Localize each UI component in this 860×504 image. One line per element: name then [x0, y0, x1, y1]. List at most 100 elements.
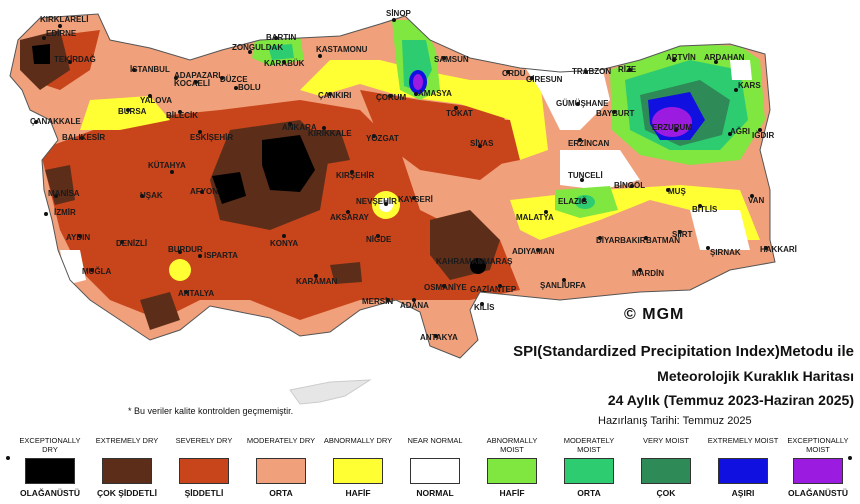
city-aydin: AYDIN: [66, 233, 90, 242]
legend-item: VERY MOIST ÇOK: [630, 436, 702, 498]
mgm-logo: © MGM: [624, 306, 685, 323]
legend-item: EXTREMELY DRY ÇOK ŞİDDETLİ: [91, 436, 163, 498]
city-tunceli: TUNCELİ: [568, 171, 603, 180]
city-izmir: İZMİR: [54, 208, 76, 217]
city-duzce: DÜZCE: [220, 75, 248, 84]
city-sanliurfa: ŞANLIURFA: [540, 281, 586, 290]
city-labels: KIRKLARELİ EDİRNE TEKİRDAĞ İSTANBUL KOCA…: [30, 9, 797, 342]
city-kirsehir: KIRŞEHİR: [336, 171, 374, 180]
legend-en-label: EXCEPTIONALLY MOIST: [787, 436, 849, 454]
legend-swatch: [718, 458, 768, 484]
legend-left-dot: [6, 456, 10, 460]
legend-item: MODERATELY DRY ORTA: [245, 436, 317, 498]
city-trabzon: TRABZON: [572, 67, 611, 76]
city-bingol: BİNGÖL: [614, 181, 645, 190]
legend-tr-label: AŞIRI: [731, 488, 755, 498]
legend-tr-label: ORTA: [269, 488, 293, 498]
city-cankiri: ÇANKIRI: [318, 91, 351, 100]
city-kocaeli: KOCAELİ: [174, 79, 210, 88]
city-ordu: ORDU: [502, 69, 526, 78]
legend-item: ABNORMALLY DRY HAFİF: [322, 436, 394, 498]
city-elazig: ELAZIĞ: [558, 197, 587, 206]
city-amasya: AMASYA: [418, 89, 452, 98]
legend-right-dot: [848, 456, 852, 460]
city-eskisehir: ESKİŞEHİR: [190, 133, 233, 142]
legend-swatch: [179, 458, 229, 484]
legend-swatch: [793, 458, 843, 484]
city-sinop: SİNOP: [386, 9, 412, 18]
legend-en-label: MODERATELY DRY: [246, 436, 316, 445]
legend-tr-label: HAFİF: [499, 488, 525, 498]
legend-item: EXCEPTIONALLY MOIST OLAĞANÜSTÜ: [782, 436, 854, 498]
legend-en-label: EXTREMELY DRY: [95, 436, 159, 445]
city-kirklareli: KIRKLARELİ: [40, 15, 88, 24]
legend-tr-label: ORTA: [577, 488, 601, 498]
quality-note: * Bu veriler kalite kontrolden geçmemişt…: [128, 406, 294, 416]
city-erzurum: ERZURUM: [652, 123, 692, 132]
city-nevsehir: NEVŞEHİR: [356, 197, 397, 206]
legend-en-label: NEAR NORMAL: [407, 436, 463, 445]
city-gaziantep: GAZİANTEP: [470, 285, 517, 294]
legend-en-label: EXTREMELY MOIST: [707, 436, 779, 445]
city-konya: KONYA: [270, 239, 298, 248]
city-adana: ADANA: [400, 301, 429, 310]
city-adiyaman: ADIYAMAN: [512, 247, 555, 256]
city-sirnak: ŞIRNAK: [710, 248, 741, 257]
city-tokat: TOKAT: [446, 109, 473, 118]
city-mardin: MARDİN: [632, 269, 664, 278]
map-title-line2: Meteorolojik Kuraklık Haritası: [657, 368, 854, 384]
city-zonguldak: ZONGULDAK: [232, 43, 283, 52]
city-yalova: YALOVA: [140, 96, 172, 105]
legend-tr-label: ÇOK: [656, 488, 676, 498]
legend-tr-label: HAFİF: [345, 488, 371, 498]
legend-tr-label: OLAĞANÜSTÜ: [20, 488, 80, 498]
prepared-date: Hazırlanış Tarihi: Temmuz 2025: [598, 415, 752, 427]
city-yozgat: YOZGAT: [366, 134, 399, 143]
city-edirne: EDİRNE: [46, 29, 77, 38]
legend-item: EXCEPTIONALLY DRY OLAĞANÜSTÜ: [14, 436, 86, 498]
city-igdir: IĞDIR: [752, 131, 774, 140]
legend-tr-label: OLAĞANÜSTÜ: [788, 488, 848, 498]
city-antalya: ANTALYA: [178, 289, 214, 298]
legend-item: ABNORMALLY MOIST HAFİF: [476, 436, 548, 498]
legend-swatch: [564, 458, 614, 484]
legend-tr-label: ÇOK ŞİDDETLİ: [97, 488, 157, 498]
city-bitlis: BİTLİS: [692, 205, 718, 214]
legend-swatch: [410, 458, 460, 484]
city-bolu: BOLU: [238, 83, 261, 92]
legend-tr-label: ŞİDDETLİ: [184, 488, 224, 498]
city-rize: RİZE: [618, 65, 637, 74]
legend-en-label: ABNORMALLY DRY: [323, 436, 393, 445]
city-aksaray: AKSARAY: [330, 213, 369, 222]
legend-swatch: [333, 458, 383, 484]
legend-en-label: EXCEPTIONALLY DRY: [19, 436, 81, 454]
city-malatya: MALATYA: [516, 213, 554, 222]
city-ardahan: ARDAHAN: [704, 53, 745, 62]
legend-tr-label: NORMAL: [416, 488, 454, 498]
city-manisa: MANİSA: [48, 189, 80, 198]
city-agri: AĞRI: [730, 127, 750, 136]
city-afyon: AFYON: [190, 187, 218, 196]
city-batman: BATMAN: [646, 236, 680, 245]
city-hakkari: HAKKARİ: [760, 245, 797, 254]
city-osmaniye: OSMANİYE: [424, 283, 467, 292]
city-canakkale: ÇANAKKALE: [30, 117, 81, 126]
city-bayburt: BAYBURT: [596, 109, 634, 118]
city-isparta: ISPARTA: [204, 251, 238, 260]
city-erzincan: ERZİNCAN: [568, 139, 610, 148]
legend-item: EXTREMELY MOIST AŞIRI: [707, 436, 779, 498]
legend-swatch: [25, 458, 75, 484]
city-karabuk: KARABÜK: [264, 59, 305, 68]
city-denizli: DENİZLİ: [116, 239, 147, 248]
city-sivas: SİVAS: [470, 139, 494, 148]
legend-en-label: SEVERELY DRY: [175, 436, 233, 445]
city-mersin: MERSİN: [362, 297, 393, 306]
city-siirt: SİİRT: [672, 230, 693, 239]
city-giresun: GİRESUN: [526, 75, 563, 84]
legend-swatch: [641, 458, 691, 484]
legend: EXCEPTIONALLY DRY OLAĞANÜSTÜ EXTREMELY D…: [0, 436, 860, 504]
city-usak: UŞAK: [140, 191, 163, 200]
city-istanbul: İSTANBUL: [130, 65, 170, 74]
city-mugla: MUĞLA: [82, 267, 112, 276]
city-bilecik: BİLECİK: [166, 111, 198, 120]
